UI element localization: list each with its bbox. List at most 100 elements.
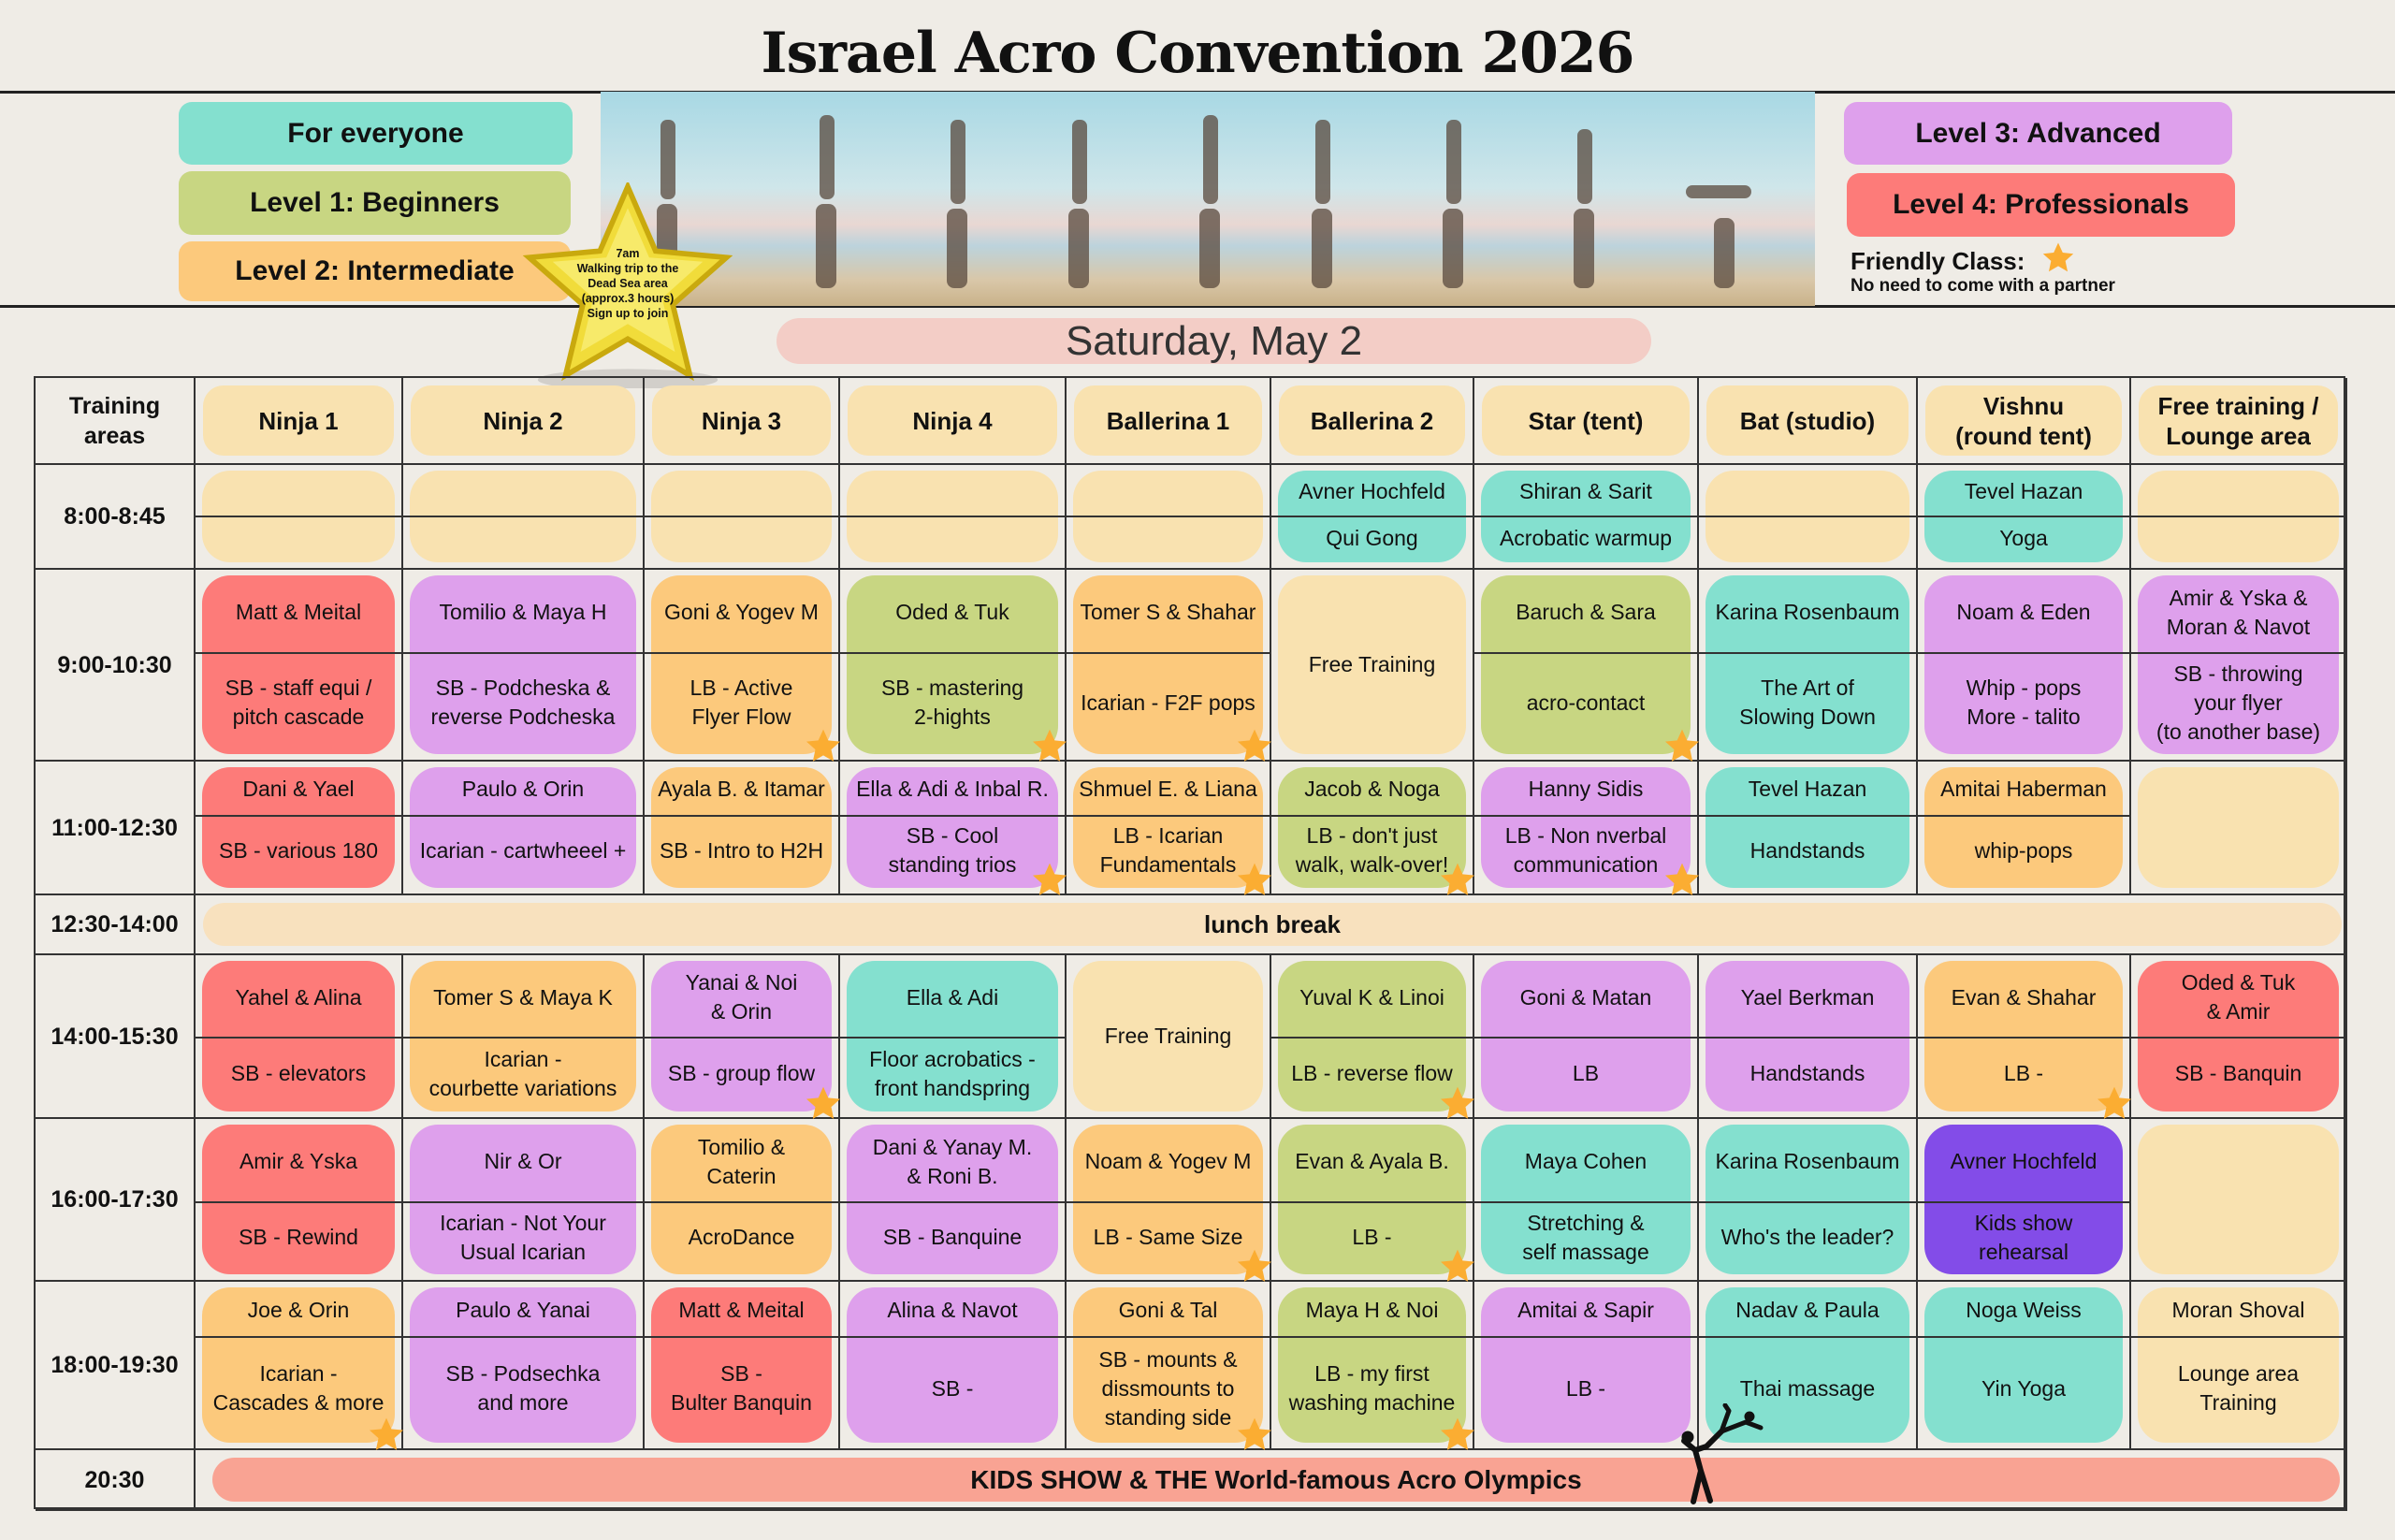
class-instructors: Goni & Tal [1118,1297,1218,1322]
schedule-cell: Ella & Adi Floor acrobatics - front hands… [840,955,1067,1119]
class-card[interactable] [847,575,1058,754]
class-card[interactable] [1706,575,1909,754]
class-topic: SB - staff equi / pitch cascade [225,676,372,730]
time-slot-label: 12:30-14:00 [36,895,196,955]
half-hour-divider [1474,516,1699,517]
class-card[interactable] [1481,961,1691,1111]
half-hour-divider [1699,1335,1918,1338]
class-card[interactable] [847,767,1058,888]
half-hour-divider [1067,516,1271,517]
class-card[interactable] [2138,1287,2339,1443]
class-card[interactable] [2138,1125,2339,1274]
half-hour-divider [840,1201,1067,1204]
area-header-cell: Ninja 1 [196,378,403,465]
class-card[interactable] [410,575,636,754]
class-card[interactable] [1706,1125,1909,1274]
class-card[interactable] [1073,1125,1263,1274]
class-instructors: Evan & Ayala B. [1295,1149,1449,1174]
class-card[interactable] [1924,961,2123,1111]
class-card[interactable] [651,767,832,888]
schedule-cell: Dani & Yanay M. & Roni B. SB - Banquine [840,1119,1067,1282]
class-card[interactable] [202,575,395,754]
area-header: Ninja 1 [203,385,394,456]
half-hour-divider [2131,516,2347,517]
class-card[interactable] [2138,575,2339,754]
class-card[interactable] [202,1287,395,1443]
class-card[interactable] [1706,767,1909,888]
class-card[interactable] [651,1287,832,1443]
class-instructors: Noam & Eden [1956,600,2091,625]
class-topic: Who's the leader? [1720,1225,1894,1250]
class-card[interactable] [1278,575,1466,754]
schedule-cell: Noam & Eden Whip - pops More - talito [1918,570,2131,762]
schedule-cell: Paulo & Yanai SB - Podsechka and more [403,1282,645,1450]
class-card[interactable] [202,1125,395,1274]
class-card[interactable] [1481,767,1691,888]
class-topic [1070,516,1266,560]
class-card[interactable] [1278,961,1466,1111]
half-hour-divider [840,1335,1067,1338]
class-instructors: Matt & Meital [235,600,362,625]
class-card[interactable] [410,1287,636,1443]
class-card[interactable] [1073,961,1263,1111]
schedule-cell: Ella & Adi & Inbal R. SB - Cool standing … [840,762,1067,895]
schedule-cell: Matt & Meital SB - Bulter Banquin [645,1282,840,1450]
class-card[interactable] [1924,1287,2123,1443]
free-training-label: Free Training [1104,1024,1232,1048]
class-card[interactable] [1073,575,1263,754]
schedule-cell: Amir & Yska SB - Rewind [196,1119,403,1282]
class-card[interactable] [1706,961,1909,1111]
class-topic: Lounge area Training [2177,1361,2300,1416]
class-topic: LB - Non nverbal communication [1504,823,1667,878]
class-topic: SB - Podcheska & reverse Podcheska [430,676,616,730]
class-instructors [407,469,639,515]
area-header: Ninja 2 [411,385,635,456]
class-card[interactable] [2138,767,2339,888]
class-card[interactable] [1481,575,1691,754]
half-hour-divider [1474,1335,1699,1338]
class-card[interactable] [1481,1287,1691,1443]
friendly-star-icon [1439,1085,1476,1123]
class-card[interactable] [1706,1287,1909,1443]
half-hour-divider [2131,1335,2347,1338]
class-card[interactable] [847,1125,1058,1274]
class-topic [648,516,835,560]
class-card[interactable] [1278,1125,1466,1274]
class-card[interactable] [1073,1287,1263,1443]
class-card[interactable] [410,961,636,1111]
half-hour-divider [1474,652,1699,655]
class-card[interactable] [1924,767,2123,888]
class-instructors: Karina Rosenbaum [1715,600,1900,625]
class-card[interactable] [202,767,395,888]
class-instructors: Amitai & Sapir [1517,1297,1654,1322]
friendly-star-icon [368,1417,405,1454]
class-card[interactable] [2138,961,2339,1111]
half-hour-divider [1918,1037,2131,1039]
class-topic: SB - various 180 [218,837,379,863]
class-card[interactable] [1924,575,2123,754]
class-card[interactable] [651,575,832,754]
friendly-class-label: Friendly Class: [1851,241,2075,276]
class-card[interactable] [1924,1125,2123,1274]
class-instructors [199,469,398,515]
class-card[interactable] [1278,1287,1466,1443]
legend-level-4: Level 4: Professionals [1847,173,2235,237]
class-card[interactable] [1278,767,1466,888]
half-hour-divider [1271,1037,1474,1039]
page-title: Israel Acro Convention 2026 [761,21,1635,86]
class-instructors: Ayala B. & Itamar [658,777,825,802]
half-hour-divider [645,1201,840,1204]
class-card[interactable] [202,961,395,1111]
class-card[interactable] [847,1287,1058,1443]
area-header-cell: Ballerina 2 [1271,378,1474,465]
class-card[interactable] [651,1125,832,1274]
class-card[interactable] [847,961,1058,1111]
class-card[interactable] [651,961,832,1111]
class-card[interactable] [410,1125,636,1274]
schedule-cell: Shiran & Sarit Acrobatic warmup [1474,465,1699,570]
class-card[interactable] [410,767,636,888]
class-card[interactable] [1481,1125,1691,1274]
schedule-cell: Jacob & Noga LB - don't just walk, walk-o… [1271,762,1474,895]
half-hour-divider [196,1201,403,1204]
class-card[interactable] [1073,767,1263,888]
